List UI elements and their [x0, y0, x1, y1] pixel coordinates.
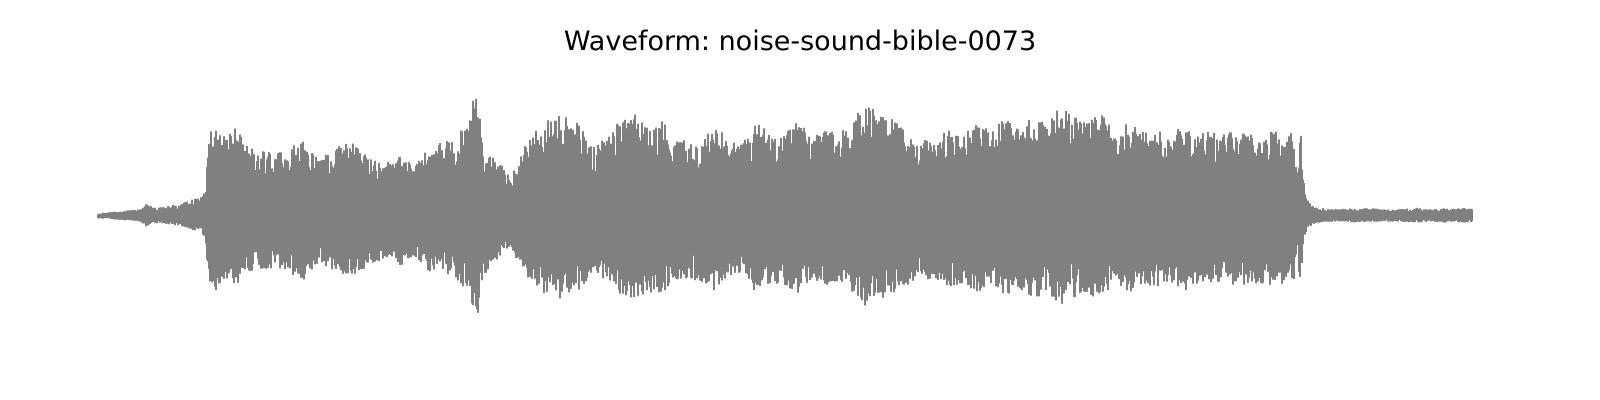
waveform-series — [97, 98, 1473, 313]
chart-title: Waveform: noise-sound-bible-0073 — [563, 26, 1037, 57]
waveform-trace — [97, 98, 1473, 313]
